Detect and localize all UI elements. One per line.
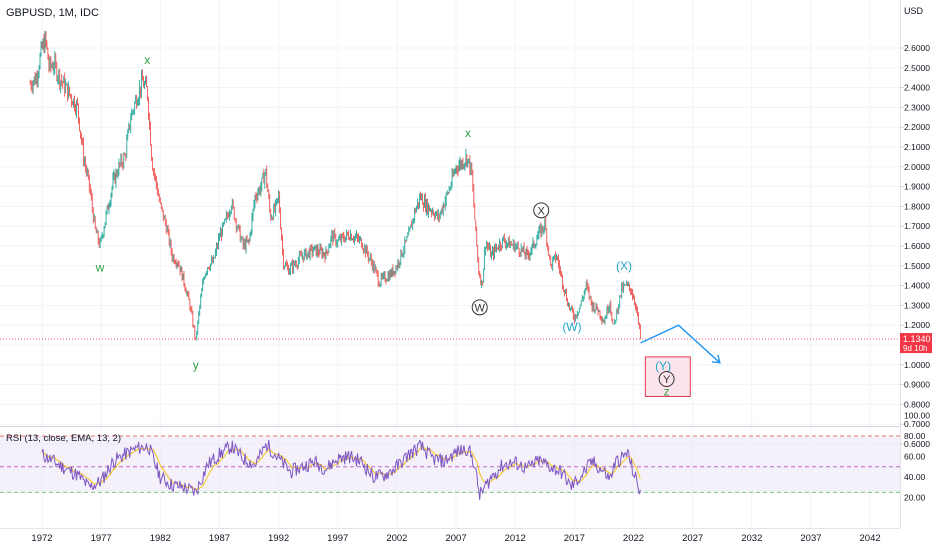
wave-annotations: w x y x W X (W) (X) (Y)Yz — [95, 53, 675, 398]
wave-label: W — [475, 302, 486, 314]
time-tick-label: 2027 — [682, 533, 703, 544]
price-tick-label: 2.4000 — [904, 83, 930, 93]
price-tick-label: 1.2000 — [904, 320, 930, 330]
time-tick-label: 2037 — [800, 533, 821, 544]
time-tick-label: 1972 — [31, 533, 52, 544]
rsi-tick-label: 20.00 — [904, 493, 926, 503]
price-tick-label: 1.9000 — [904, 182, 930, 192]
time-tick-label: 1987 — [209, 533, 230, 544]
wave-label: X — [538, 205, 546, 217]
price-tick-label: 2.5000 — [904, 63, 930, 73]
rsi-tick-label: 80.00 — [904, 431, 926, 441]
price-tick-label: 1.0000 — [904, 360, 930, 370]
time-tick-label: 1977 — [91, 533, 112, 544]
price-candles[interactable] — [29, 30, 641, 341]
current-price-badge: 1.1340 9d 10h — [900, 333, 932, 354]
rsi-label[interactable]: RSI (13, close, EMA, 13, 2) — [6, 433, 121, 444]
time-tick-label: 2032 — [741, 533, 762, 544]
wave-label: x — [144, 53, 150, 67]
rsi-axis[interactable]: 100.00 80.00 60.00 40.00 20.00 — [904, 411, 930, 503]
time-tick-label: 2017 — [564, 533, 585, 544]
price-tick-label: 1.3000 — [904, 300, 930, 310]
price-tick-label: 2.6000 — [904, 43, 930, 53]
price-tick-label: 0.6000 — [904, 439, 930, 449]
price-tick-label: 2.1000 — [904, 142, 930, 152]
rsi-tick-label: 100.00 — [904, 411, 930, 421]
projection-path[interactable] — [640, 324, 721, 364]
time-tick-label: 1997 — [327, 533, 348, 544]
time-tick-label: 1992 — [268, 533, 289, 544]
currency-label: USD — [904, 6, 924, 16]
wave-label: w — [95, 261, 105, 275]
current-price-value: 1.1340 — [903, 334, 931, 344]
rsi-tick-label: 60.00 — [904, 452, 926, 462]
time-tick-label: 2042 — [860, 533, 881, 544]
price-tick-label: 2.3000 — [904, 102, 930, 112]
wave-label: y — [193, 358, 199, 372]
rsi-panel[interactable] — [0, 435, 900, 500]
wave-label-circle — [658, 371, 675, 388]
price-tick-label: 1.7000 — [904, 221, 930, 231]
wave-label: x — [465, 126, 471, 140]
price-grid — [0, 0, 900, 528]
price-tick-label: 0.9000 — [904, 380, 930, 390]
wave-label-circle — [471, 299, 488, 316]
wave-label: Y — [663, 374, 671, 386]
target-zone-box[interactable] — [644, 356, 691, 397]
time-axis[interactable]: 1972 1977 1982 1987 1992 1997 2002 2007 2012 2017… — [31, 533, 880, 544]
rsi-band — [0, 436, 900, 493]
wave-label: (W) — [562, 320, 581, 334]
time-tick-label: 2012 — [505, 533, 526, 544]
wave-label: z — [664, 384, 670, 398]
price-tick-label: 2.0000 — [904, 162, 930, 172]
price-tick-label: 0.7000 — [904, 419, 930, 429]
time-tick-label: 2002 — [386, 533, 407, 544]
price-tick-label: 1.6000 — [904, 241, 930, 251]
wave-label: (X) — [616, 259, 632, 273]
time-tick-label: 1982 — [150, 533, 171, 544]
bar-countdown: 9d 10h — [903, 344, 927, 353]
price-axis[interactable]: 2.6000 2.5000 2.4000 2.3000 2.2000 2.1000 2.00… — [900, 43, 930, 449]
projection-arrowhead — [711, 354, 721, 364]
price-tick-label: 1.8000 — [904, 201, 930, 211]
time-tick-label: 2022 — [623, 533, 644, 544]
price-tick-label: 1.5000 — [904, 261, 930, 271]
rsi-tick-label: 40.00 — [904, 472, 926, 482]
symbol-label[interactable]: GBPUSD, 1M, IDC — [6, 7, 99, 19]
wave-label-circle — [533, 202, 550, 219]
price-tick-label: 1.4000 — [904, 281, 930, 291]
price-tick-label: 2.2000 — [904, 122, 930, 132]
time-tick-label: 2007 — [445, 533, 466, 544]
wave-label: (Y) — [655, 359, 671, 373]
rsi-line — [41, 439, 641, 500]
price-tick-label: 0.8000 — [904, 399, 930, 409]
projection-layer — [640, 324, 721, 397]
